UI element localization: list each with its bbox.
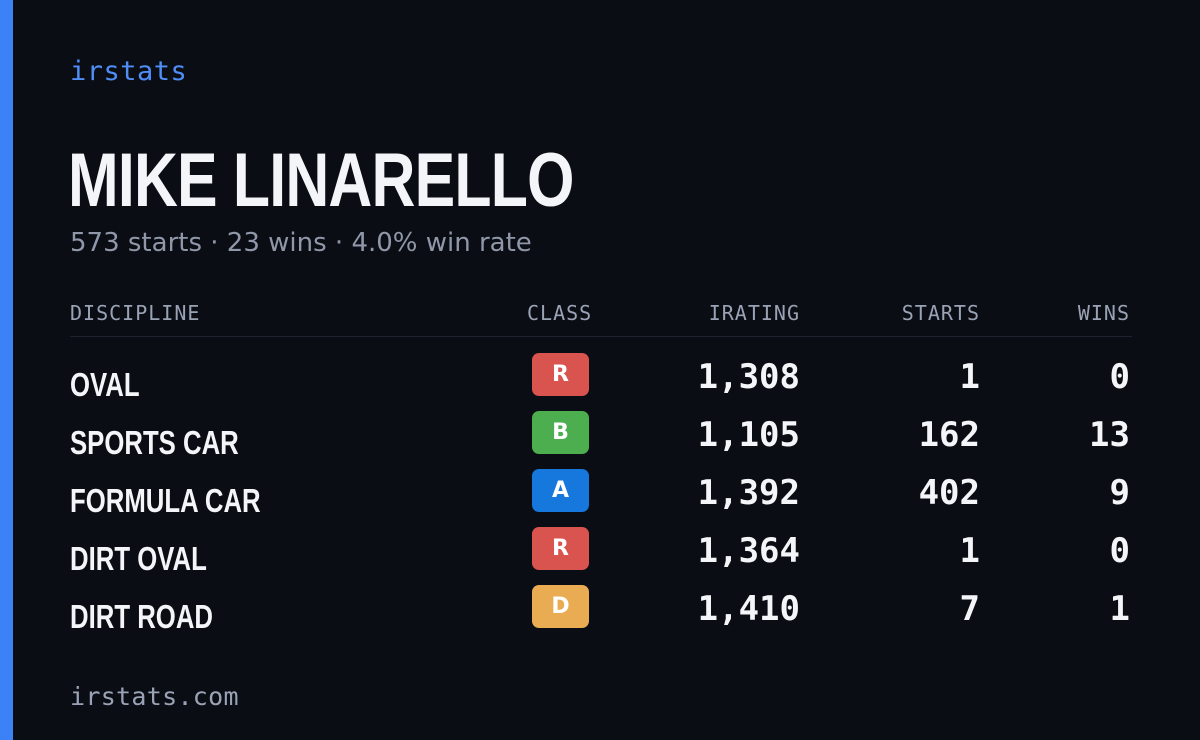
starts-value: 7 <box>959 589 980 629</box>
wins-value: 0 <box>1109 357 1130 397</box>
header-wins: WINS <box>1077 301 1130 325</box>
footer-url: irstats.com <box>70 682 239 711</box>
class-badge: D <box>532 585 589 628</box>
header-irating: IRATING <box>708 301 800 325</box>
class-badge: R <box>532 527 589 570</box>
starts-value: 402 <box>918 473 980 513</box>
header-class: CLASS <box>527 301 593 325</box>
class-badge: A <box>532 469 589 512</box>
accent-bar <box>0 0 13 740</box>
driver-summary: 573 starts · 23 wins · 4.0% win rate <box>70 228 532 258</box>
wins-value: 9 <box>1109 473 1130 513</box>
irating-value: 1,392 <box>697 473 800 513</box>
table-row: SPORTS CAR B 1,105 162 13 <box>70 411 1132 469</box>
table-row: FORMULA CAR A 1,392 402 9 <box>70 469 1132 527</box>
discipline-name: SPORTS CAR <box>70 424 239 461</box>
discipline-name: DIRT OVAL <box>70 540 207 577</box>
table-body: OVAL R 1,308 1 0 SPORTS CAR B 1,105 162 … <box>70 353 1132 643</box>
discipline-name: DIRT ROAD <box>70 598 213 635</box>
table-row: OVAL R 1,308 1 0 <box>70 353 1132 411</box>
class-badge: R <box>532 353 589 396</box>
irating-value: 1,105 <box>697 415 800 455</box>
stats-table: DISCIPLINE CLASS IRATING STARTS WINS OVA… <box>70 298 1132 643</box>
wins-value: 13 <box>1089 415 1130 455</box>
table-header: DISCIPLINE CLASS IRATING STARTS WINS <box>70 298 1132 337</box>
irating-value: 1,308 <box>697 357 800 397</box>
irating-value: 1,364 <box>697 531 800 571</box>
class-badge: B <box>532 411 589 454</box>
wins-value: 0 <box>1109 531 1130 571</box>
starts-value: 162 <box>918 415 980 455</box>
driver-name: MIKE LINARELLO <box>68 138 574 223</box>
table-row: DIRT OVAL R 1,364 1 0 <box>70 527 1132 585</box>
irating-value: 1,410 <box>697 589 800 629</box>
header-discipline: DISCIPLINE <box>70 301 201 325</box>
starts-value: 1 <box>959 357 980 397</box>
discipline-name: FORMULA CAR <box>70 482 261 519</box>
starts-value: 1 <box>959 531 980 571</box>
header-starts: STARTS <box>901 301 980 325</box>
table-row: DIRT ROAD D 1,410 7 1 <box>70 585 1132 643</box>
brand-logo-text: irstats <box>70 56 188 87</box>
discipline-name: OVAL <box>70 366 140 403</box>
wins-value: 1 <box>1109 589 1130 629</box>
